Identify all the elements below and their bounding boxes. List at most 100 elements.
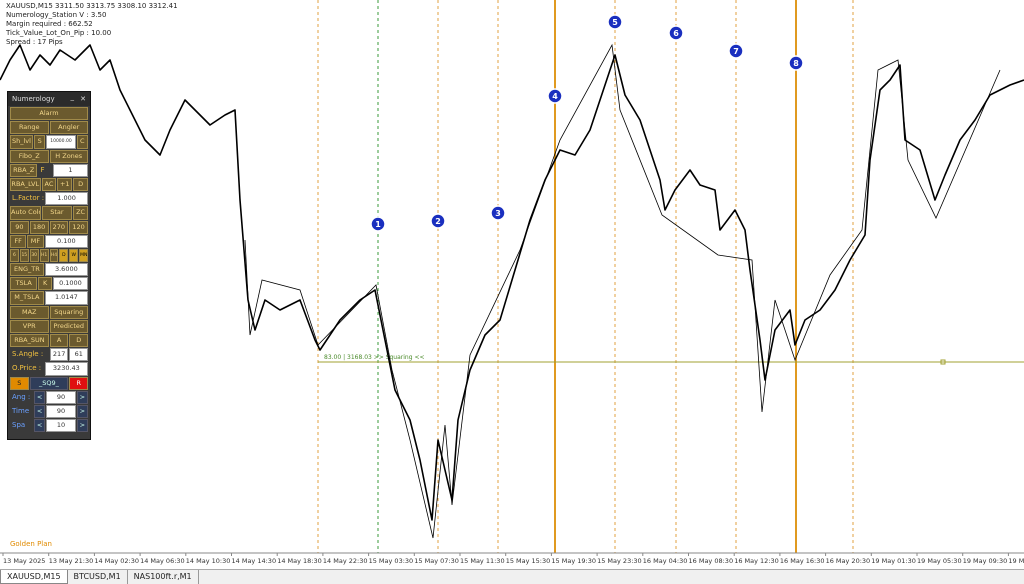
chart-tab[interactable]: NAS100ft.r,M1 [128, 570, 199, 584]
time-axis [0, 553, 1024, 569]
info-line: Spread : 17 Pips [6, 38, 63, 46]
panel-button[interactable]: K [38, 277, 52, 291]
panel-input[interactable]: 1.0147 [44, 291, 88, 305]
panel-button[interactable]: Range [10, 121, 49, 135]
panel-button[interactable]: ENG_TR [10, 263, 44, 277]
close-button[interactable]: ✕ [80, 95, 86, 103]
marker-circle [490, 205, 506, 221]
panel-button[interactable]: 15 [19, 248, 29, 263]
minimize-button[interactable]: _ [70, 93, 75, 101]
markers: 1 2 3 4 5 6 7 8 [370, 14, 804, 232]
panel-button[interactable]: D [59, 248, 69, 263]
panel-button[interactable]: RBA_LVL [10, 177, 41, 192]
panel-button[interactable]: RBA_Z [10, 163, 38, 177]
panel-title-bar: Numerology _ ✕ [8, 92, 90, 106]
panel-input[interactable]: 90 [46, 390, 76, 404]
panel-button[interactable]: D [69, 334, 88, 348]
panel-row: Alarm [10, 107, 88, 121]
time-label: 14 May 06:30 [140, 557, 185, 565]
marker-circle [547, 88, 563, 104]
panel-button[interactable]: < [33, 390, 46, 404]
panel-button[interactable]: C [76, 135, 88, 149]
panel-label: L.Factor : [12, 194, 45, 203]
marker-circle [788, 55, 804, 71]
panel-button[interactable]: MAZ [10, 305, 49, 319]
panel-button[interactable]: Angler [49, 121, 88, 135]
time-label: 14 May 02:30 [94, 557, 139, 565]
panel-button[interactable]: RBA_SUN [10, 334, 49, 348]
panel-button[interactable]: VPR [10, 319, 49, 333]
panel-input[interactable]: 217 [49, 348, 69, 362]
marker-label: 5 [612, 18, 618, 27]
panel-input[interactable]: 1.000 [45, 192, 88, 206]
panel-label: S.Angle : [12, 350, 44, 359]
panel-row: FF MF 0.100 [10, 234, 88, 248]
panel-button[interactable]: W [69, 248, 79, 263]
panel-button[interactable]: Sh_lvl [10, 135, 33, 149]
panel-row: Time <90 > [10, 404, 88, 419]
panel-button[interactable]: 120 [69, 220, 88, 234]
panel-button[interactable]: _SQ9_ [29, 376, 69, 390]
panel-button[interactable]: Fibo_Z [10, 149, 49, 163]
marker-circle [728, 43, 744, 59]
panel-button[interactable]: Auto Color [10, 206, 41, 220]
panel-input[interactable]: 3.6000 [44, 263, 88, 277]
panel-button[interactable]: MF [27, 234, 44, 248]
panel-row: TSLA K 0.1000 [10, 277, 88, 291]
panel-button[interactable]: H4 [49, 248, 59, 263]
panel-button[interactable]: Alarm [10, 107, 88, 121]
panel-button[interactable]: 90 [10, 220, 29, 234]
chart-tab[interactable]: BTCUSD,M1 [68, 570, 128, 584]
panel-button[interactable]: M_TSLA [10, 291, 44, 305]
marker-circle [370, 216, 386, 232]
panel-button[interactable]: > [76, 419, 88, 433]
panel-button[interactable]: Star [41, 206, 73, 220]
panel-button[interactable]: < [33, 419, 46, 433]
time-label: 15 May 11:30 [460, 557, 505, 565]
panel-button[interactable]: ZC [73, 206, 89, 220]
panel-button[interactable]: R [69, 376, 88, 390]
panel-button[interactable]: 180 [29, 220, 49, 234]
panel-button[interactable]: H1 [39, 248, 49, 263]
panel-button[interactable]: Squaring [49, 305, 88, 319]
panel-row: O.Price :3230.43 [10, 362, 88, 376]
footer-label: Golden Plan [10, 540, 52, 548]
panel-input[interactable]: 61 [69, 348, 88, 362]
panel-button[interactable]: < [33, 404, 46, 419]
panel-button[interactable]: 270 [49, 220, 69, 234]
panel-row: Auto ColorStarZC [10, 206, 89, 220]
time-label: 15 May 15:30 [506, 557, 551, 565]
panel-input[interactable]: 10 [46, 419, 76, 433]
time-label: 16 May 16:30 [780, 557, 825, 565]
panel-button[interactable]: D [73, 177, 88, 192]
time-label: 15 May 07:30 [414, 557, 459, 565]
panel-input[interactable]: 1 [52, 163, 88, 177]
time-label: 16 May 12:30 [734, 557, 779, 565]
panel-button[interactable]: H Zones [49, 149, 88, 163]
panel-button[interactable]: FF [10, 234, 27, 248]
panel-button[interactable]: 6 [10, 248, 19, 263]
panel-input[interactable]: 10000.00 [46, 135, 76, 149]
panel-button[interactable]: TSLA [10, 277, 38, 291]
panel-input[interactable]: 0.100 [44, 234, 88, 248]
panel-button[interactable]: Predicted [49, 319, 88, 333]
panel-button[interactable]: S [10, 376, 29, 390]
time-label: 19 May 05:30 [917, 557, 962, 565]
panel-button[interactable]: A [49, 334, 69, 348]
panel-rows: Alarm Range Angler Sh_lvl S 10000.00 C Fibo_Z H … [8, 107, 90, 433]
panel-button[interactable]: > [76, 390, 88, 404]
panel-button[interactable]: S [33, 135, 46, 149]
panel-button[interactable]: +1 [57, 177, 73, 192]
panel-input[interactable]: 90 [46, 404, 76, 419]
panel-input[interactable]: 3230.43 [44, 362, 88, 376]
chart-tab[interactable]: XAUUSD,M15 [0, 570, 68, 584]
time-label: 19 May 09:30 [963, 557, 1008, 565]
panel-button[interactable]: 30 [29, 248, 39, 263]
chart-tabs: XAUUSD,M15 BTCUSD,M1 NAS100ft.r,M1 [0, 569, 1024, 584]
time-label: 14 May 22:30 [323, 557, 368, 565]
panel-button[interactable]: > [76, 404, 88, 419]
panel-input[interactable]: 0.1000 [52, 277, 88, 291]
panel-row: Range Angler [10, 121, 88, 135]
panel-button[interactable]: AC [41, 177, 57, 192]
panel-button[interactable]: MN [79, 248, 88, 263]
